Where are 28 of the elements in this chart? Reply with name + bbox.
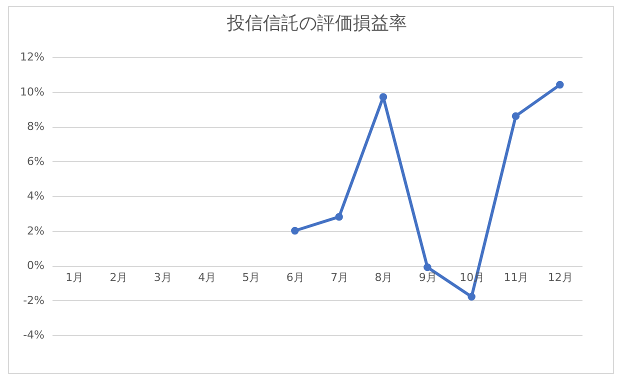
x-tick-label: 7月 [330, 271, 349, 284]
point [335, 212, 343, 221]
x-tick-label: 9月 [418, 271, 437, 284]
y-tick-label: 8% [27, 120, 44, 133]
x-tick-label: 11月 [504, 271, 529, 284]
point [424, 263, 432, 272]
chart-title: 投信信託の評価損益率 [226, 13, 407, 34]
x-tick-label: 6月 [286, 271, 304, 284]
y-tick-label: 12% [20, 50, 44, 64]
point [291, 226, 299, 235]
x-tick-label: 1月 [66, 271, 84, 284]
x-tick-label: 4月 [198, 271, 216, 284]
x-tick-label: 8月 [374, 271, 393, 284]
y-tick-label: 6% [27, 154, 44, 168]
y-tick-label: 10% [20, 85, 44, 98]
point [468, 292, 476, 301]
y-tick-label: -2% [23, 294, 44, 307]
point [379, 93, 388, 101]
y-tick-label: 4% [27, 190, 44, 202]
x-tick-label: 3月 [154, 271, 172, 284]
y-tick-label: 2% [27, 224, 44, 238]
point [512, 112, 520, 120]
y-tick-label: -4% [23, 328, 44, 342]
x-tick-label: 12月 [548, 271, 573, 284]
x-tick-label: 2月 [110, 271, 128, 284]
x-tick-label: 5月 [242, 271, 260, 284]
point [556, 80, 564, 89]
y-tick-label: 0% [27, 259, 44, 272]
